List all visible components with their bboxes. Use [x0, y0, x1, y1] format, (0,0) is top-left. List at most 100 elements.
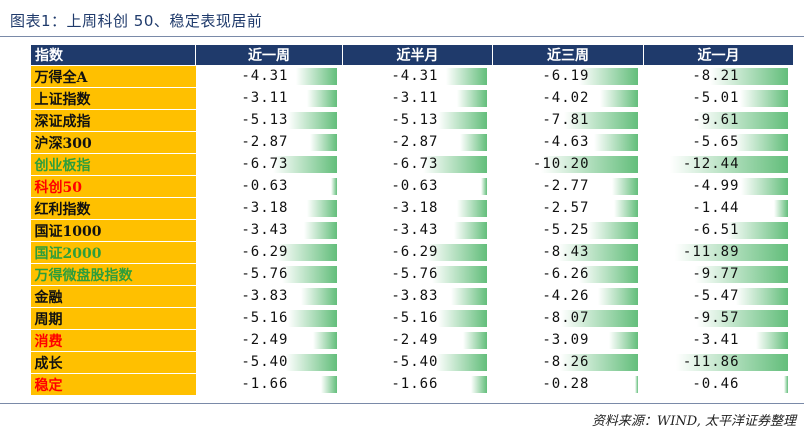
- data-bar: [674, 244, 788, 261]
- value-cell: -6.19: [492, 65, 644, 88]
- index-name: 沪深300: [30, 131, 196, 154]
- index-name: 国证1000: [30, 219, 196, 242]
- value-cell: -5.13: [195, 109, 343, 132]
- value-label: -0.63: [241, 178, 289, 194]
- value-cell: -5.13: [342, 109, 493, 132]
- value-label: -2.87: [391, 134, 439, 150]
- value-cell: -5.40: [195, 351, 343, 374]
- value-label: -3.83: [241, 288, 289, 304]
- top-divider: [0, 36, 804, 37]
- value-label: -5.01: [692, 90, 740, 106]
- value-label: -2.87: [241, 134, 289, 150]
- value-cell: -5.40: [342, 351, 493, 374]
- value-cell: -6.26: [492, 263, 644, 286]
- value-label: -6.73: [391, 156, 439, 172]
- data-bar: [456, 200, 487, 217]
- value-label: -6.51: [692, 222, 740, 238]
- index-name: 成长: [30, 351, 196, 374]
- data-bar: [312, 332, 337, 349]
- table-body: 万得全A -4.31 -4.31 -6.19 -8.21 上证指数 -3.11 -3.11 -4…: [30, 65, 794, 396]
- value-cell: -4.26: [492, 285, 644, 308]
- data-bar: [755, 332, 788, 349]
- data-bar: [578, 68, 638, 85]
- value-label: -3.18: [391, 200, 439, 216]
- data-bar: [462, 332, 487, 349]
- data-bar: [634, 376, 638, 393]
- value-label: -8.26: [542, 354, 590, 370]
- data-bar: [287, 112, 337, 129]
- value-cell: -2.57: [492, 197, 644, 220]
- value-label: -10.20: [532, 156, 590, 172]
- value-label: -2.77: [542, 178, 590, 194]
- data-bar: [480, 178, 487, 195]
- data-bar: [453, 222, 487, 239]
- value-cell: -12.44: [643, 153, 794, 176]
- data-bar: [725, 222, 788, 239]
- value-label: -5.16: [241, 310, 289, 326]
- value-label: -0.63: [391, 178, 439, 194]
- data-bar: [557, 244, 638, 261]
- value-cell: -1.66: [342, 373, 493, 396]
- data-bar: [276, 244, 337, 261]
- value-cell: -3.43: [342, 219, 493, 242]
- index-name: 创业板指: [30, 153, 196, 176]
- column-header: 近一月: [643, 44, 794, 66]
- data-bar: [608, 332, 638, 349]
- value-label: -3.11: [391, 90, 439, 106]
- data-bar: [295, 68, 337, 85]
- column-header: 近三周: [492, 44, 644, 66]
- value-cell: -5.47: [643, 285, 794, 308]
- table-row: 金融 -3.83 -3.83 -4.26 -5.47: [30, 285, 794, 308]
- data-bar: [675, 354, 788, 371]
- value-cell: -5.16: [342, 307, 493, 330]
- value-cell: -3.83: [342, 285, 493, 308]
- data-bar: [563, 112, 638, 129]
- data-bar: [281, 266, 337, 283]
- column-header: 近一周: [195, 44, 343, 66]
- value-cell: -6.29: [195, 241, 343, 264]
- data-bar: [733, 134, 788, 151]
- column-header: 指数: [30, 44, 196, 66]
- data-bar: [696, 310, 788, 327]
- value-label: -3.41: [692, 332, 740, 348]
- data-bar: [735, 288, 788, 305]
- value-cell: -4.99: [643, 175, 794, 198]
- value-cell: -9.61: [643, 109, 794, 132]
- data-bar: [445, 68, 487, 85]
- figure-title: 图表1：上周科创 50、稳定表现居前: [10, 12, 263, 30]
- value-cell: -0.63: [195, 175, 343, 198]
- index-name: 科创50: [30, 175, 196, 198]
- value-label: -5.25: [542, 222, 590, 238]
- value-label: -7.81: [542, 112, 590, 128]
- value-cell: -11.86: [643, 351, 794, 374]
- value-cell: -7.81: [492, 109, 644, 132]
- data-bar: [450, 288, 487, 305]
- value-cell: -2.49: [342, 329, 493, 352]
- value-label: -2.57: [542, 200, 590, 216]
- table-row: 稳定 -1.66 -1.66 -0.28 -0.46: [30, 373, 794, 396]
- data-bar: [597, 288, 638, 305]
- value-label: -1.66: [241, 376, 289, 392]
- value-label: -5.40: [241, 354, 289, 370]
- data-bar: [696, 112, 788, 129]
- data-bar: [456, 90, 487, 107]
- table-row: 成长 -5.40 -5.40 -8.26 -11.86: [30, 351, 794, 374]
- value-cell: -5.76: [342, 263, 493, 286]
- value-cell: -5.16: [195, 307, 343, 330]
- data-bar: [422, 156, 487, 173]
- value-label: -0.28: [542, 376, 590, 392]
- bottom-divider: [0, 403, 804, 404]
- value-cell: -5.76: [195, 263, 343, 286]
- table-row: 万得全A -4.31 -4.31 -6.19 -8.21: [30, 65, 794, 88]
- value-label: -2.49: [241, 332, 289, 348]
- value-label: -5.65: [692, 134, 740, 150]
- value-label: -3.11: [241, 90, 289, 106]
- data-bar: [306, 90, 337, 107]
- value-label: -1.44: [692, 200, 740, 216]
- value-cell: -8.26: [492, 351, 644, 374]
- data-bar: [773, 200, 788, 217]
- data-bar: [306, 200, 337, 217]
- data-bar: [669, 156, 788, 173]
- value-cell: -5.01: [643, 87, 794, 110]
- table-row: 国证2000 -6.29 -6.29 -8.43 -11.89: [30, 241, 794, 264]
